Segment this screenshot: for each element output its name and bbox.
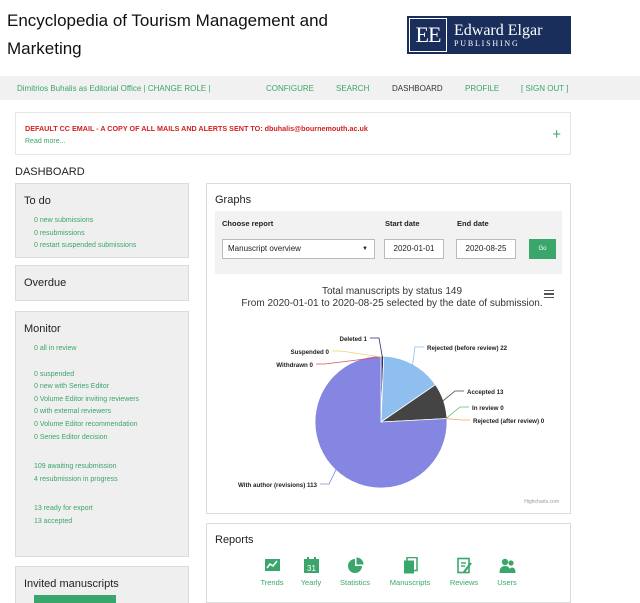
- publisher-logo[interactable]: EE Edward Elgar PUBLISHING: [407, 16, 571, 54]
- report-reviews-label: Reviews: [449, 578, 479, 587]
- overdue-title: Overdue: [24, 277, 67, 289]
- report-form-row: Manuscript overview ▼ 2020-01-01 2020-08…: [215, 235, 562, 274]
- pie-data-label: Suspended 0: [290, 349, 329, 356]
- todo-panel: To do 0 new submissions 0 resubmissions …: [15, 183, 189, 258]
- report-users-label: Users: [497, 578, 517, 587]
- chart-credit[interactable]: Highcharts.com: [524, 499, 559, 505]
- report-manuscripts-label: Manuscripts: [389, 578, 431, 587]
- calendar-icon: 31: [303, 557, 319, 573]
- alert-message: DEFAULT CC EMAIL - A COPY OF ALL MAILS A…: [25, 124, 368, 133]
- monitor-accepted[interactable]: 13 accepted: [34, 517, 73, 525]
- monitor-awaiting-resubmission[interactable]: 109 awaiting resubmission: [34, 463, 117, 471]
- trends-icon: [264, 559, 280, 571]
- choose-report-label: Choose report: [222, 219, 274, 228]
- chart-subtitle: From 2020-01-01 to 2020-08-25 selected b…: [241, 298, 543, 309]
- report-trends-label: Trends: [260, 578, 284, 587]
- report-form-header: Choose report Start date End date: [215, 211, 562, 235]
- pie-connector: [442, 390, 464, 402]
- monitor-resubmission-progress[interactable]: 4 resubmission in progress: [34, 475, 118, 483]
- end-date-label: End date: [457, 219, 489, 228]
- calendar-day: 31: [307, 564, 316, 573]
- todo-title: To do: [24, 195, 51, 207]
- expand-plus-icon[interactable]: +: [552, 126, 561, 143]
- monitor-all-in-review[interactable]: 0 all in review: [34, 345, 77, 352]
- pie-data-label: Rejected (after review) 0: [473, 418, 545, 425]
- monitor-external-reviewers[interactable]: 0 with external reviewers: [34, 408, 112, 416]
- monitor-panel: Monitor 0 all in review 0 suspended 0 ne…: [15, 311, 189, 557]
- graphs-panel: Graphs Choose report Start date End date…: [206, 183, 571, 514]
- start-date-input[interactable]: 2020-01-01: [384, 239, 444, 259]
- reports-title: Reports: [215, 534, 254, 546]
- invited-title: Invited manuscripts: [24, 578, 119, 590]
- pie-connector: [332, 350, 382, 358]
- pie-connector: [445, 406, 469, 419]
- report-reviews[interactable]: Reviews: [436, 557, 492, 587]
- monitor-new-series-editor[interactable]: 0 new with Series Editor: [34, 383, 110, 391]
- report-select-value: Manuscript overview: [228, 244, 301, 253]
- report-users[interactable]: Users: [479, 557, 535, 587]
- pie-connector: [445, 418, 470, 421]
- report-yearly[interactable]: 31 Yearly: [283, 557, 339, 587]
- todo-new-submissions[interactable]: 0 new submissions: [34, 217, 94, 224]
- chart-title-block: Total manuscripts by status 149 From 202…: [237, 286, 547, 310]
- monitor-ready-for-export[interactable]: 13 ready for export: [34, 505, 93, 513]
- monitor-title: Monitor: [24, 323, 61, 335]
- logo-mark: EE: [409, 18, 447, 52]
- nav-sign-out[interactable]: [ SIGN OUT ]: [521, 84, 569, 93]
- monitor-series-decision[interactable]: 0 Series Editor decision: [34, 433, 108, 441]
- top-nav-bar: Dimitrios Buhalis as Editorial Office | …: [0, 76, 640, 100]
- report-manuscripts[interactable]: Manuscripts: [382, 557, 438, 587]
- invite-button[interactable]: [34, 595, 116, 603]
- documents-icon: [403, 557, 418, 574]
- site-title: Encyclopedia of Tourism Management and M…: [7, 11, 328, 58]
- user-role-link[interactable]: Dimitrios Buhalis as Editorial Office | …: [17, 84, 211, 93]
- pie-data-label: Rejected (before review) 22: [427, 345, 508, 352]
- pie-connector: [412, 346, 424, 366]
- todo-resubmissions[interactable]: 0 resubmissions: [34, 229, 85, 237]
- dropdown-caret-icon: ▼: [362, 246, 368, 252]
- pie-data-label: Accepted 13: [467, 389, 504, 396]
- report-trends[interactable]: Trends: [244, 557, 300, 587]
- end-date-input[interactable]: 2020-08-25: [456, 239, 516, 259]
- pie-data-label: With author (revisions) 113: [238, 482, 318, 489]
- pie-data-label: Deleted 1: [339, 336, 367, 343]
- nav-dashboard[interactable]: DASHBOARD: [392, 84, 443, 93]
- users-icon: [499, 558, 515, 573]
- pie-chart-icon: [347, 557, 363, 573]
- pie-chart: Deleted 1 Rejected (before review) 22 Acce…: [238, 336, 559, 505]
- nav-profile[interactable]: PROFILE: [465, 84, 500, 93]
- monitor-editor-recommendation[interactable]: 0 Volume Editor recommendation: [34, 420, 138, 428]
- go-button[interactable]: Go: [529, 239, 556, 259]
- logo-subname: PUBLISHING: [454, 38, 520, 48]
- todo-restart-suspended[interactable]: 0 restart suspended submissions: [34, 242, 137, 250]
- monitor-suspended[interactable]: 0 suspended: [34, 370, 75, 378]
- pie-data-label: In review 0: [472, 405, 504, 412]
- reports-panel: Reports Trends 31 Yearly Statistics Manu…: [206, 523, 571, 603]
- review-icon: [456, 557, 472, 574]
- pie-connector: [320, 468, 337, 485]
- report-select[interactable]: Manuscript overview ▼: [222, 239, 375, 259]
- cc-email-alert: DEFAULT CC EMAIL - A COPY OF ALL MAILS A…: [15, 112, 571, 155]
- nav-configure[interactable]: CONFIGURE: [266, 84, 314, 93]
- pie-connector: [316, 356, 382, 365]
- pie-data-label: Withdrawn 0: [276, 362, 313, 369]
- report-yearly-label: Yearly: [300, 578, 322, 587]
- chart-title: Total manuscripts by status 149: [321, 286, 463, 297]
- invited-panel: Invited manuscripts: [15, 566, 189, 603]
- graphs-title: Graphs: [215, 194, 252, 206]
- nav-search[interactable]: SEARCH: [336, 84, 370, 93]
- chart-menu-icon[interactable]: [544, 290, 554, 300]
- read-more-link[interactable]: Read more...: [25, 138, 66, 145]
- report-statistics-label: Statistics: [339, 578, 370, 587]
- start-date-label: Start date: [385, 219, 420, 228]
- page-title: DASHBOARD: [15, 166, 85, 178]
- logo-name: Edward Elgar: [454, 21, 543, 39]
- overdue-panel: Overdue: [15, 265, 189, 301]
- monitor-inviting-reviewers[interactable]: 0 Volume Editor inviting reviewers: [34, 395, 140, 403]
- pie-connector: [370, 337, 383, 358]
- report-statistics[interactable]: Statistics: [327, 557, 383, 587]
